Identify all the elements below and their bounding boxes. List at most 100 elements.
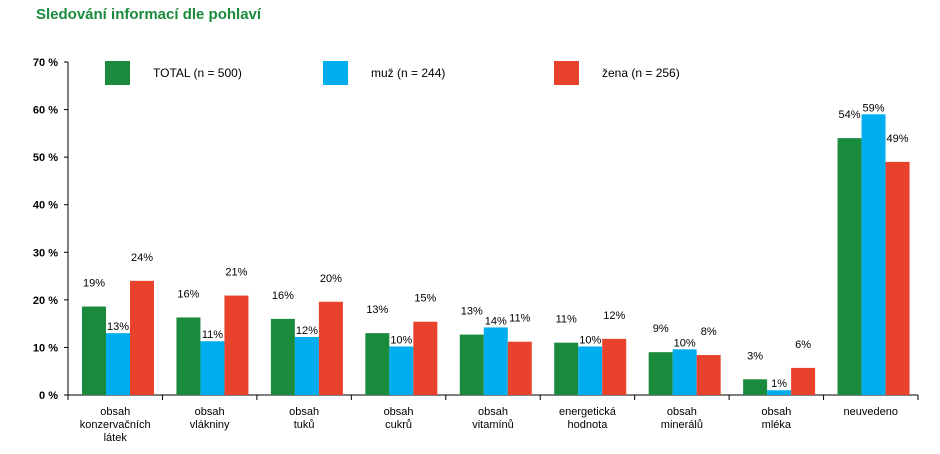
x-tick-label-line: neuvedeno bbox=[844, 406, 898, 418]
bar bbox=[885, 161, 910, 395]
y-tick-label: 20 % bbox=[33, 295, 58, 307]
y-tick-label: 30 % bbox=[33, 247, 58, 259]
bar bbox=[483, 327, 508, 395]
bar bbox=[294, 336, 319, 395]
x-tick-label: obsah tuků bbox=[289, 406, 319, 431]
data-label: 54% bbox=[839, 109, 861, 121]
legend: TOTAL (n = 500) muž (n = 244) žena (n = 25… bbox=[105, 61, 680, 85]
legend-label: žena (n = 256) bbox=[602, 66, 680, 80]
data-label: 15% bbox=[414, 293, 436, 305]
legend-swatch bbox=[105, 61, 130, 85]
bar bbox=[413, 321, 438, 395]
data-labels-group: 19%13%24%16%11%21%16%12%20%13%10%15%13%1… bbox=[83, 102, 909, 390]
x-tick-label-line: minerálů bbox=[661, 419, 703, 431]
x-tick-label-line: hodnota bbox=[568, 419, 609, 431]
legend-swatch bbox=[554, 61, 579, 85]
y-tick-label: 50 % bbox=[33, 152, 58, 164]
bar bbox=[224, 295, 249, 395]
bar bbox=[389, 346, 414, 395]
bar bbox=[106, 333, 130, 395]
data-label: 10% bbox=[390, 334, 412, 346]
x-tick-label-line: vlákniny bbox=[190, 419, 230, 431]
x-tick-label-line: energetická bbox=[559, 406, 617, 418]
x-tick-label-line: obsah bbox=[761, 406, 791, 418]
data-label: 12% bbox=[296, 325, 318, 337]
bar bbox=[743, 379, 768, 395]
bar bbox=[507, 341, 532, 395]
x-tick-label-line: cukrů bbox=[385, 419, 412, 431]
x-tick-label: neuvedeno bbox=[844, 406, 898, 418]
x-tick-label: obsah minerálů bbox=[661, 406, 703, 431]
x-tick-label-line: tuků bbox=[294, 419, 315, 431]
bar bbox=[554, 342, 579, 395]
bar bbox=[837, 138, 862, 395]
chart-title: Sledování informací dle pohlaví bbox=[36, 6, 262, 23]
data-label: 11% bbox=[509, 313, 530, 325]
x-tick-label-line: konzervačních bbox=[80, 419, 151, 431]
bar bbox=[200, 341, 225, 395]
data-label: 13% bbox=[107, 321, 129, 333]
bar bbox=[696, 355, 721, 395]
bar bbox=[459, 334, 484, 395]
data-label: 11% bbox=[202, 329, 223, 341]
bar bbox=[82, 306, 106, 395]
data-label: 16% bbox=[272, 290, 294, 302]
x-tick-label: obsah vlákniny bbox=[190, 406, 230, 431]
bar bbox=[130, 280, 154, 395]
x-tick-label-line: látek bbox=[104, 432, 128, 444]
x-tick-label: energetická hodnota bbox=[559, 406, 617, 431]
data-label: 21% bbox=[225, 267, 247, 279]
x-tick-label-line: vitamínů bbox=[472, 419, 514, 431]
data-label: 16% bbox=[177, 288, 199, 300]
data-label: 13% bbox=[461, 306, 483, 318]
x-tick-label: obsah konzervačních látek bbox=[80, 406, 151, 444]
legend-swatch bbox=[323, 61, 348, 85]
bar bbox=[861, 114, 886, 395]
legend-label: TOTAL (n = 500) bbox=[153, 66, 242, 80]
data-label: 24% bbox=[131, 252, 153, 264]
y-tick-label: 70 % bbox=[33, 57, 58, 69]
data-label: 10% bbox=[579, 334, 601, 346]
y-tick-label: 40 % bbox=[33, 200, 58, 212]
data-label: 11% bbox=[556, 314, 577, 326]
data-label: 14% bbox=[485, 315, 507, 327]
y-tick-label: 0 % bbox=[39, 390, 58, 402]
bar bbox=[791, 367, 816, 395]
data-label: 10% bbox=[674, 337, 696, 349]
bar bbox=[365, 333, 390, 395]
bar bbox=[270, 318, 295, 395]
data-label: 9% bbox=[653, 323, 669, 335]
x-tick-label: obsah vitamínů bbox=[472, 406, 514, 431]
bar bbox=[176, 317, 201, 395]
data-label: 19% bbox=[83, 278, 105, 290]
x-tick-label: obsah mléka bbox=[761, 406, 792, 431]
legend-label: muž (n = 244) bbox=[371, 66, 445, 80]
data-label: 20% bbox=[320, 273, 342, 285]
x-tick-label-line: obsah bbox=[289, 406, 319, 418]
data-label: 6% bbox=[795, 339, 811, 351]
x-tick-label-line: obsah bbox=[478, 406, 508, 418]
data-label: 13% bbox=[366, 304, 388, 316]
x-tick-label-line: mléka bbox=[762, 419, 792, 431]
bar bbox=[602, 338, 627, 395]
data-label: 1% bbox=[771, 378, 787, 390]
data-label: 12% bbox=[603, 310, 625, 322]
x-tick-label: obsah cukrů bbox=[384, 406, 414, 431]
bar bbox=[648, 352, 673, 395]
x-tick-label-line: obsah bbox=[195, 406, 225, 418]
bar bbox=[672, 349, 697, 395]
x-tick-label-line: obsah bbox=[667, 406, 697, 418]
x-tick-label-line: obsah bbox=[384, 406, 414, 418]
bar bbox=[767, 390, 792, 395]
data-label: 8% bbox=[701, 326, 717, 338]
bars-group bbox=[82, 114, 910, 395]
y-tick-label: 10 % bbox=[33, 342, 58, 354]
data-label: 3% bbox=[747, 350, 763, 362]
x-tick-label-line: obsah bbox=[100, 406, 130, 418]
bar bbox=[318, 301, 343, 395]
y-tick-label: 60 % bbox=[33, 105, 58, 117]
data-label: 49% bbox=[887, 133, 909, 145]
bar bbox=[578, 346, 603, 395]
